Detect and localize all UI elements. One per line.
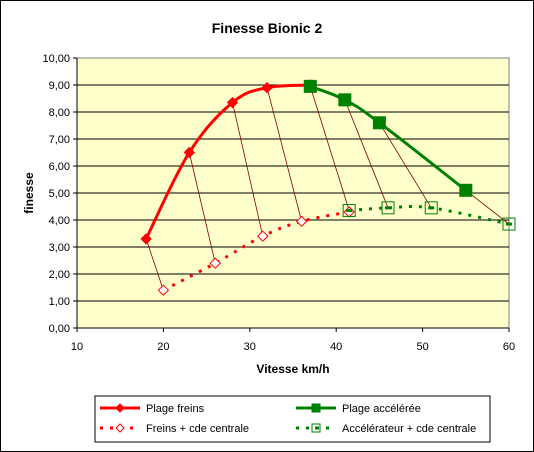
- data-point-diamond: [115, 403, 125, 413]
- legend-label: Freins + cde centrale: [146, 423, 249, 435]
- data-point-square: [502, 217, 516, 231]
- legend-label: Plage accélérée: [342, 403, 421, 415]
- data-point-square: [342, 204, 356, 218]
- data-point-square-inner: [385, 206, 392, 210]
- legend-item: Plage accélérée: [296, 403, 421, 415]
- data-point-square-inner: [428, 206, 435, 210]
- y-tick-label: 4,00: [49, 215, 70, 227]
- data-point-square: [424, 201, 438, 215]
- y-tick-labels: 0,00 1,00 2,00 3,00 4,00 5,00 6,00 7,00 8,00 9,00…: [42, 53, 70, 335]
- series-group: [140, 79, 516, 296]
- y-axis-title: finesse: [22, 172, 36, 214]
- y-tick-label: 5,00: [49, 188, 70, 200]
- legend-item: Accélérateur + cde centrale: [296, 423, 476, 435]
- legend: [94, 395, 491, 443]
- y-tick-label: 3,00: [49, 242, 70, 254]
- y-tick-label: 9,00: [49, 80, 70, 92]
- data-point-diamond: [115, 423, 125, 433]
- y-tick-label: 8,00: [49, 107, 70, 119]
- data-point-diamond: [226, 96, 239, 109]
- connector-line: [232, 102, 264, 237]
- series-line: [349, 204, 510, 226]
- data-point-square: [338, 93, 352, 107]
- series-4: [342, 201, 516, 231]
- connector-line: [309, 86, 350, 211]
- data-point-diamond: [140, 233, 152, 245]
- x-tick-label: 10: [71, 341, 83, 353]
- data-point-diamond: [295, 215, 308, 228]
- y-tick-label: 0,00: [49, 323, 70, 335]
- data-point-square: [459, 183, 473, 197]
- x-axis-title: Vitesse km/h: [256, 362, 329, 376]
- connector-line: [379, 122, 432, 209]
- series-2: [303, 79, 473, 197]
- x-tick-label: 40: [330, 341, 342, 353]
- legend-items: Plage freins Plage accélérée Freins + cde …: [100, 403, 476, 435]
- y-tick-label: 6,00: [49, 161, 70, 173]
- data-point-square: [372, 116, 386, 130]
- x-tick-label: 30: [244, 341, 256, 353]
- x-tick-labels: 10 20 30 40 50 60: [71, 341, 515, 353]
- data-point-square: [303, 79, 317, 93]
- legend-item: Plage freins: [100, 403, 205, 415]
- connector-line: [145, 238, 164, 291]
- data-point-square: [311, 403, 321, 413]
- data-point-diamond: [209, 257, 221, 269]
- connector-line: [188, 152, 216, 264]
- chart-title: Finesse Bionic 2: [212, 20, 323, 36]
- data-point-square-inner: [506, 222, 512, 226]
- legend-label: Accélérateur + cde centrale: [342, 423, 476, 435]
- y-tick-label: 7,00: [49, 134, 70, 146]
- data-point-diamond: [183, 146, 196, 159]
- x-tick-label: 60: [503, 341, 515, 353]
- data-point-diamond: [157, 284, 170, 296]
- y-tick-label: 10,00: [42, 53, 70, 65]
- y-tick-label: 1,00: [49, 296, 70, 308]
- series-line: [162, 210, 350, 292]
- series-line: [309, 84, 467, 192]
- legend-item: Freins + cde centrale: [100, 423, 249, 435]
- data-point-square: [311, 423, 321, 433]
- connector-line: [465, 189, 510, 225]
- connector-line: [266, 87, 303, 222]
- data-point-square: [381, 201, 395, 215]
- data-point-diamond: [257, 230, 269, 242]
- data-point-square-inner: [346, 209, 353, 213]
- connector-line: [344, 99, 389, 208]
- legend-label: Plage freins: [146, 403, 205, 415]
- x-tick-label: 20: [157, 341, 169, 353]
- data-point-diamond: [261, 81, 273, 94]
- connector-lines: [145, 86, 510, 291]
- data-point-square-inner: [315, 426, 317, 430]
- x-tick-label: 50: [416, 341, 428, 353]
- y-tick-label: 2,00: [49, 269, 70, 281]
